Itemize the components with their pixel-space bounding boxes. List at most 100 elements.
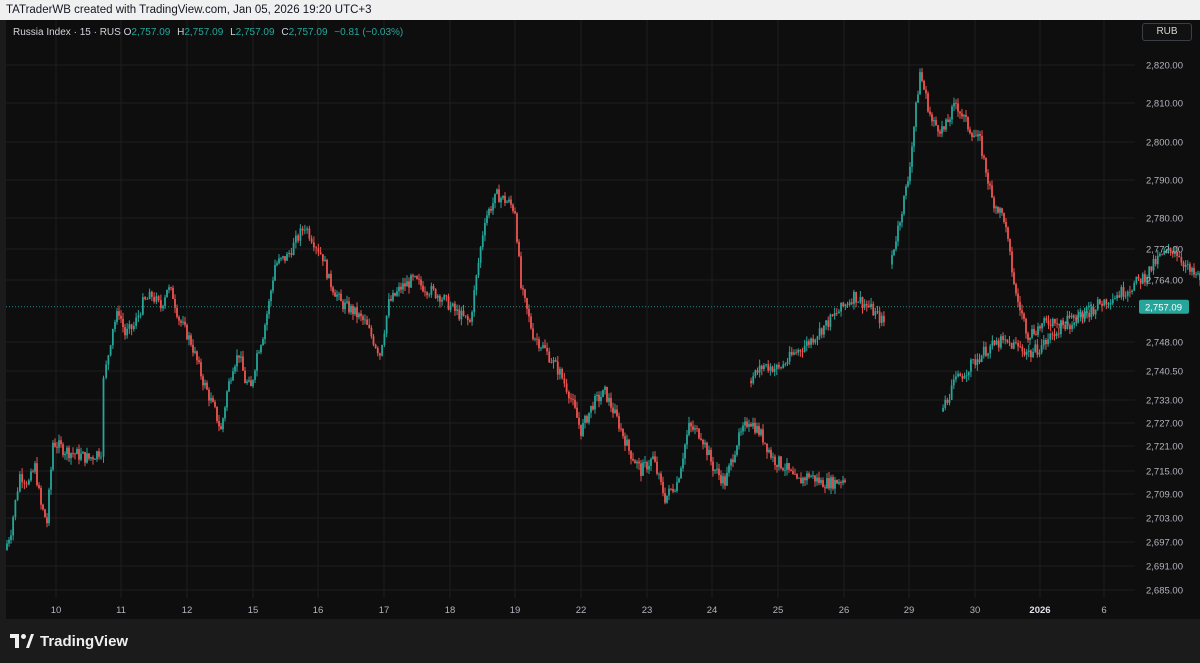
candle-body (12, 517, 15, 536)
candle-body (114, 322, 116, 329)
candle-body (612, 407, 614, 414)
candle-body (826, 478, 828, 489)
candle-body (834, 479, 836, 489)
candle-body (961, 376, 964, 379)
candle-body (702, 439, 704, 445)
candle-body (576, 407, 578, 418)
candle-body (995, 340, 998, 345)
candle-body (948, 399, 951, 403)
y-axis-tick-label: 2,810.00 (1146, 99, 1183, 110)
candle-body (506, 201, 508, 203)
candle-body (82, 452, 84, 454)
candle-body (893, 249, 895, 256)
candle-body (1015, 342, 1017, 344)
currency-button[interactable]: RUB (1142, 23, 1192, 41)
candle-body (959, 373, 962, 377)
candle-body (1007, 227, 1009, 239)
candle-body (997, 340, 1000, 348)
candle-body (680, 468, 682, 479)
candle-body (572, 398, 574, 400)
candle-body (72, 453, 74, 454)
candle-body (670, 488, 672, 490)
candle-body (773, 368, 776, 372)
candle-body (111, 328, 114, 346)
candle-body (30, 471, 32, 481)
candle-body (648, 465, 650, 470)
candle-body (1023, 351, 1026, 355)
candle-body (722, 476, 724, 484)
candle-body (1182, 262, 1185, 267)
candle-body (469, 319, 471, 322)
candle-body (754, 422, 756, 433)
candle-body (383, 333, 386, 346)
candle-body (540, 347, 542, 349)
candle-body (738, 432, 740, 446)
candle-body (668, 488, 670, 496)
candle-body (428, 294, 431, 296)
candle-body (352, 306, 354, 315)
candle-body (260, 345, 262, 353)
candle-body (604, 386, 606, 390)
candle-body (418, 278, 420, 280)
candle-body (913, 126, 915, 147)
candle-body (644, 462, 646, 463)
candle-body (1083, 313, 1086, 318)
candle-body (1169, 248, 1172, 252)
candle-body (1099, 299, 1101, 304)
candle-body (580, 424, 582, 436)
chart-area[interactable] (6, 20, 1200, 619)
candle-body (356, 307, 358, 318)
candle-body (991, 340, 994, 347)
candle-body (526, 298, 528, 309)
candle-body (786, 463, 788, 470)
candle-body (416, 276, 418, 279)
candle-body (234, 366, 236, 372)
candle-body (155, 296, 158, 302)
candle-body (1038, 352, 1041, 355)
candle-body (909, 166, 911, 182)
candle-body (1191, 267, 1193, 272)
candle-body (792, 470, 794, 475)
brand-logo[interactable]: TradingView (10, 630, 128, 652)
candle-body (771, 366, 774, 372)
candle-body (46, 517, 48, 524)
candle-body (118, 311, 120, 316)
candle-body (778, 456, 780, 467)
x-axis-tick-label: 29 (904, 605, 915, 616)
candle-body (422, 285, 424, 292)
x-axis-tick-label: 19 (510, 605, 521, 616)
candle-body (54, 442, 56, 447)
candle-body (658, 473, 660, 475)
candle-body (1088, 312, 1091, 318)
candle-body (656, 461, 658, 474)
candle-body (1023, 313, 1025, 319)
candle-body (1137, 276, 1140, 279)
y-axis-tick-label: 2,790.00 (1146, 176, 1183, 187)
candle-body (96, 451, 98, 460)
candle-body (891, 255, 893, 265)
candle-body (381, 345, 384, 356)
candle-body (842, 480, 844, 483)
candle-body (14, 499, 17, 518)
candle-body (780, 456, 782, 469)
candle-body (1053, 334, 1056, 336)
candle-body (1017, 343, 1019, 347)
candle-body (706, 442, 708, 456)
candle-body (999, 208, 1001, 213)
y-axis-tick-label: 2,772.00 (1146, 245, 1183, 256)
candle-body (196, 351, 198, 361)
candle-body (1150, 266, 1153, 271)
candle-body (939, 131, 941, 134)
candle-body (394, 293, 396, 296)
candle-body (985, 346, 987, 356)
candle-body (426, 292, 428, 296)
candle-body (983, 156, 985, 158)
candle-body (636, 461, 638, 464)
candle-body (109, 345, 112, 356)
candle-body (969, 129, 971, 134)
candle-body (694, 428, 696, 430)
candle-body (516, 213, 518, 242)
candle-body (350, 306, 352, 313)
candle-body (262, 339, 264, 346)
